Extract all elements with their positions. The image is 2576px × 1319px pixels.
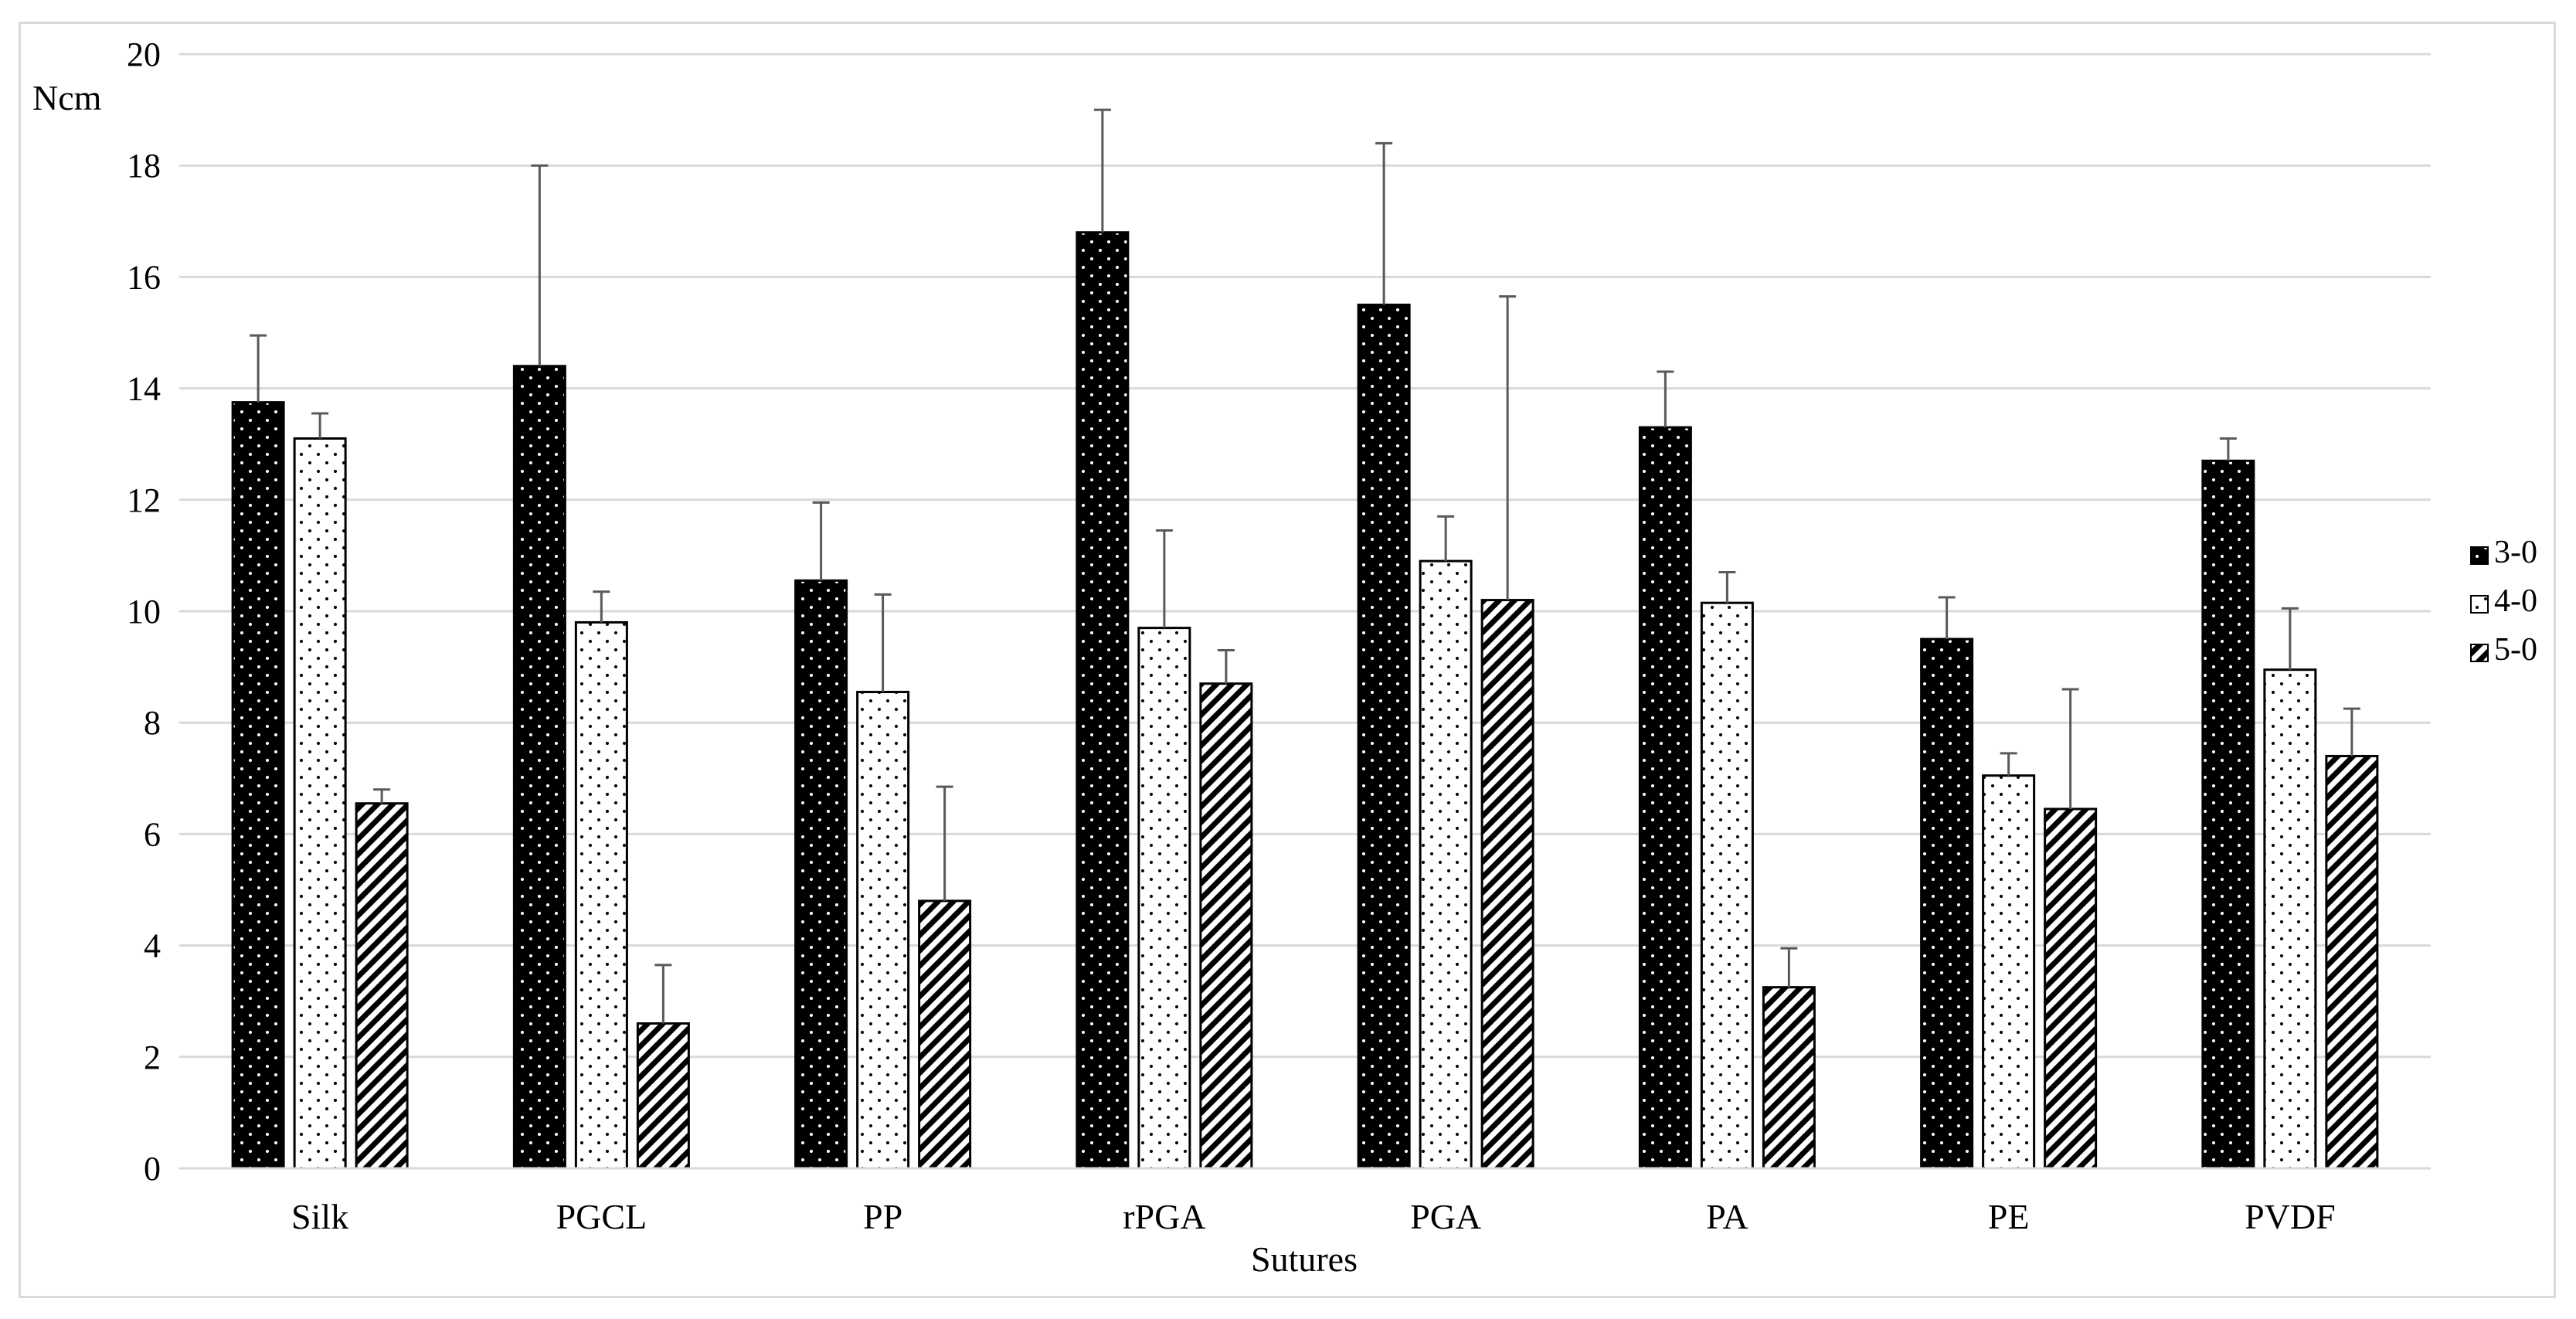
x-category-label: PGCL: [556, 1197, 647, 1236]
bar-5-0-PGCL: [636, 1022, 690, 1170]
x-category-label: PGA: [1410, 1197, 1481, 1236]
bar-4-0-PGA: [1419, 559, 1473, 1170]
bar-5-0-PGA: [1480, 599, 1534, 1170]
y-tick-label: 12: [127, 481, 161, 519]
x-category-label: rPGA: [1123, 1197, 1205, 1236]
legend-label-4-0: 4-0: [2494, 583, 2537, 619]
x-category-label: PE: [1988, 1197, 2030, 1236]
y-tick-label: 2: [144, 1039, 161, 1076]
x-category-label: Silk: [291, 1197, 348, 1236]
y-tick-label: 20: [127, 36, 161, 73]
bar-5-0-PP: [918, 899, 972, 1170]
y-tick-label: 8: [144, 704, 161, 742]
y-axis-ticks: 0 2 4 6 8 10 12 14 16 18 20: [127, 36, 161, 1188]
legend-swatch-4-0: [2470, 595, 2489, 614]
x-axis-categories: Silk PGCL PP rPGA PGA PA PE PVDF: [291, 1197, 2336, 1236]
bar-4-0-PA: [1700, 601, 1754, 1170]
y-tick-label: 4: [144, 927, 161, 965]
chart-frame: [19, 22, 2556, 1298]
y-tick-label: 14: [127, 370, 161, 408]
bar-5-0-rPGA: [1199, 682, 1253, 1170]
bar-4-0-PE: [1982, 774, 2036, 1170]
x-axis-title: Sutures: [1251, 1239, 1358, 1279]
legend-swatch-5-0: [2470, 644, 2489, 662]
bar-4-0-PP: [856, 691, 910, 1170]
bar-4-0-PGCL: [574, 620, 628, 1170]
y-axis-title: Ncm: [32, 78, 102, 117]
bar-5-0-Silk: [355, 802, 409, 1170]
y-tick-label: 6: [144, 815, 161, 853]
y-tick-label: 10: [127, 593, 161, 631]
bar-3-0-PA: [1638, 426, 1692, 1170]
x-category-label: PVDF: [2245, 1197, 2336, 1236]
legend-label-3-0: 3-0: [2494, 535, 2537, 570]
y-tick-label: 0: [144, 1150, 161, 1188]
x-category-label: PP: [863, 1197, 902, 1236]
bar-3-0-PVDF: [2201, 459, 2255, 1170]
bar-3-0-rPGA: [1076, 231, 1130, 1170]
bar-4-0-Silk: [293, 437, 347, 1170]
y-tick-label: 18: [127, 147, 161, 185]
legend-swatch-3-0: [2470, 546, 2489, 565]
bar-5-0-PVDF: [2325, 754, 2379, 1170]
x-category-label: PA: [1706, 1197, 1748, 1236]
bar-3-0-PP: [794, 579, 848, 1170]
legend-label-5-0: 5-0: [2494, 632, 2537, 668]
bar-3-0-Silk: [231, 401, 285, 1170]
bar-4-0-rPGA: [1137, 627, 1191, 1170]
bar-5-0-PA: [1762, 986, 1816, 1170]
y-tick-label: 16: [127, 258, 161, 296]
bar-3-0-PGA: [1357, 303, 1411, 1170]
legend: 3-0 4-0 5-0: [2470, 535, 2537, 668]
bars: [231, 231, 2379, 1170]
error-bars: [250, 108, 2360, 1024]
bar-3-0-PGCL: [512, 365, 566, 1170]
bar-5-0-PE: [2044, 807, 2098, 1170]
bar-4-0-PVDF: [2263, 668, 2317, 1170]
bar-3-0-PE: [1920, 637, 1974, 1170]
